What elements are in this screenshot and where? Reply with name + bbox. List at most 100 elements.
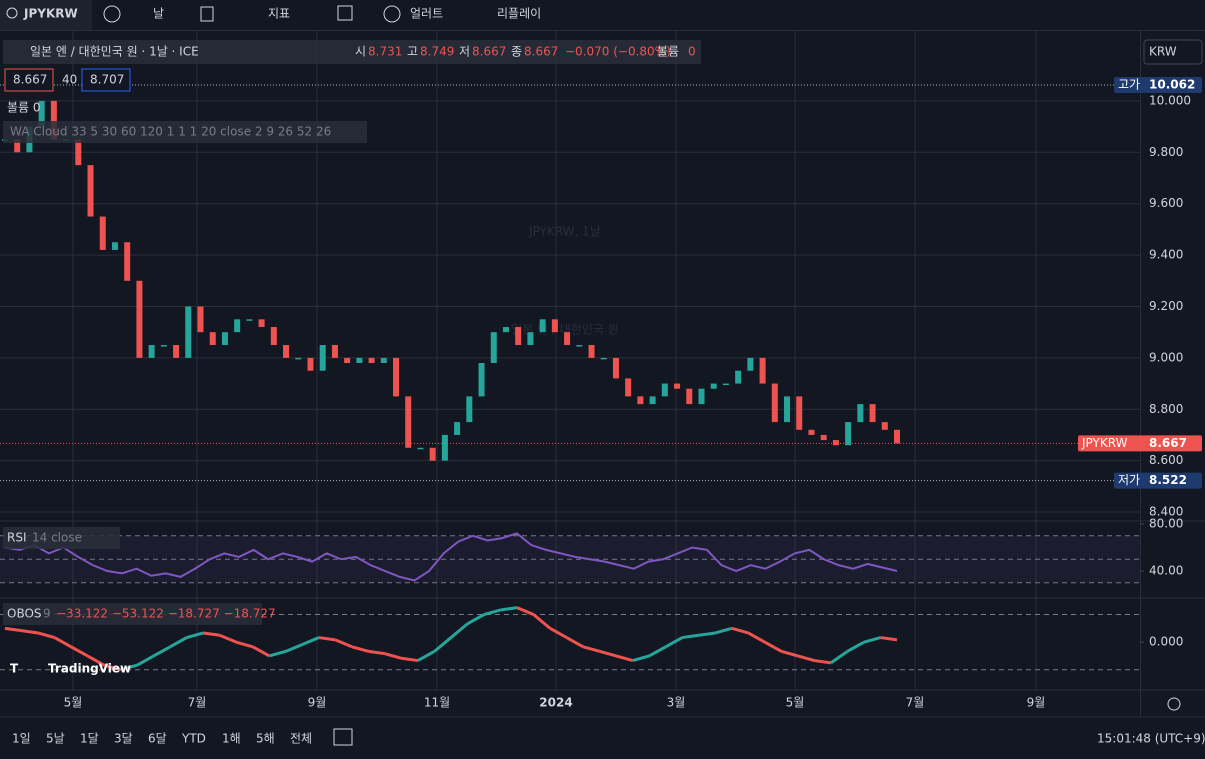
obos-bar xyxy=(3,603,262,625)
candle xyxy=(368,357,375,364)
range-button[interactable]: 6달 xyxy=(148,732,167,746)
range-button[interactable]: 3달 xyxy=(114,732,133,746)
candle xyxy=(722,383,729,386)
obos-segment xyxy=(268,649,287,658)
range-button[interactable]: 전체 xyxy=(290,732,312,746)
alerts[interactable]: 얼러트 xyxy=(410,7,443,21)
obos-segment xyxy=(152,645,171,658)
candle xyxy=(111,242,118,250)
candle xyxy=(319,345,326,371)
bid-box[interactable] xyxy=(4,68,54,92)
price-tag-value: 8.522 xyxy=(1149,473,1187,487)
obos-segment xyxy=(417,650,436,662)
candle xyxy=(894,429,900,444)
volume-row: 볼륨 0 xyxy=(7,101,41,115)
obos-segment xyxy=(103,663,122,672)
range-button[interactable]: 1해 xyxy=(222,732,241,746)
candle xyxy=(747,357,754,371)
search-icon xyxy=(6,7,18,19)
candle xyxy=(124,242,131,281)
price-tag-name: JPYKRW xyxy=(1081,436,1128,450)
candle xyxy=(258,319,265,328)
alert-icon[interactable] xyxy=(383,5,401,23)
symbol[interactable]: JPYKRW xyxy=(23,7,78,21)
y-tick-label: 40.00 xyxy=(1149,564,1183,578)
obos-segment xyxy=(433,636,452,653)
date-icon[interactable] xyxy=(333,728,353,746)
obos-segment xyxy=(70,645,89,658)
range-button[interactable]: YTD xyxy=(181,732,206,746)
add-icon[interactable] xyxy=(103,5,121,23)
candle xyxy=(221,332,228,346)
candle xyxy=(869,404,876,423)
obos-segment xyxy=(682,633,699,640)
obos-segment xyxy=(814,659,832,665)
symbol-box[interactable] xyxy=(0,0,92,30)
price-tag xyxy=(1114,76,1202,93)
candle xyxy=(38,100,45,127)
ask-box[interactable] xyxy=(81,68,131,92)
obos-params: 9 xyxy=(43,607,51,621)
y-tick-label: 9.600 xyxy=(1149,196,1183,210)
replay[interactable]: 리플레이 xyxy=(497,7,541,21)
obos-segment xyxy=(516,606,535,616)
obos-segment xyxy=(615,654,634,663)
obos-segment xyxy=(203,631,220,637)
obos-segment xyxy=(86,654,105,667)
legend-change: −0.070 (−0.80%) xyxy=(565,45,671,59)
time-label: 5월 xyxy=(64,696,83,710)
time-label: 2024 xyxy=(539,696,572,710)
obos-segment xyxy=(301,636,320,646)
obos-segment xyxy=(186,631,204,640)
bid[interactable]: 8.667 xyxy=(13,73,47,87)
obos-segment xyxy=(632,654,650,663)
obos-segment xyxy=(252,645,271,658)
legend-bar xyxy=(3,40,701,64)
obos-segment xyxy=(764,640,783,653)
legend-label: 시 xyxy=(355,45,366,59)
time-label: 3월 xyxy=(667,696,686,710)
obos-segment xyxy=(136,654,155,667)
time-label: 7월 xyxy=(188,696,207,710)
candle xyxy=(881,422,888,430)
candle xyxy=(820,434,827,441)
obos-segment xyxy=(483,608,501,617)
candle xyxy=(283,345,290,358)
spread: 40 xyxy=(62,73,77,87)
obos-segment xyxy=(53,636,72,649)
settings-icon[interactable] xyxy=(1167,697,1181,711)
candle-icon[interactable] xyxy=(200,6,214,22)
candle xyxy=(832,440,839,446)
candle xyxy=(429,447,436,461)
candle xyxy=(50,100,57,140)
candle xyxy=(307,357,314,371)
interval[interactable]: 날 xyxy=(153,7,164,21)
ask[interactable]: 8.707 xyxy=(90,73,124,87)
obos-segment xyxy=(830,650,849,665)
obos-segment xyxy=(747,631,766,644)
candle xyxy=(160,345,167,347)
obos-segment xyxy=(565,636,584,649)
range-button[interactable]: 5날 xyxy=(46,732,65,746)
candle xyxy=(796,396,803,430)
layout-icon[interactable] xyxy=(337,5,353,21)
range-button[interactable]: 1달 xyxy=(80,732,99,746)
range-button[interactable]: 1일 xyxy=(12,732,31,746)
candle xyxy=(185,306,192,358)
obos-segment xyxy=(846,640,865,653)
candle xyxy=(99,216,106,250)
candle xyxy=(246,319,253,321)
indicators[interactable]: 지표 xyxy=(268,7,290,21)
candle xyxy=(454,422,461,435)
currency-box[interactable] xyxy=(1143,39,1203,65)
y-tick-label: 9.400 xyxy=(1149,248,1183,262)
candle xyxy=(197,306,204,333)
candle xyxy=(784,396,791,423)
range-button[interactable]: 5해 xyxy=(256,732,275,746)
candle xyxy=(845,422,852,446)
currency[interactable]: KRW xyxy=(1149,45,1177,59)
watermark-name: 일본 엔 / 대한민국 원 xyxy=(511,323,619,337)
time-label: 7월 xyxy=(906,696,925,710)
